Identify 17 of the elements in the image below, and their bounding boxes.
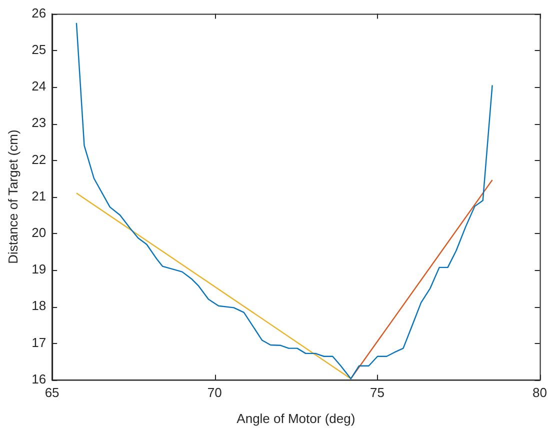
y-tick-label: 19 xyxy=(32,262,46,277)
y-tick-label: 18 xyxy=(32,298,46,314)
y-tick-label: 23 xyxy=(32,115,46,130)
x-tick-label: 70 xyxy=(207,385,222,400)
x-tick-label: 75 xyxy=(370,385,384,400)
y-tick-label: 16 xyxy=(32,371,46,386)
y-tick-label: 25 xyxy=(32,42,46,57)
y-tick-label: 17 xyxy=(32,334,46,350)
x-axis-title: Angle of Motor (deg) xyxy=(236,410,356,426)
y-axis-title: Distance of Target (cm) xyxy=(5,130,20,264)
x-tick-label: 80 xyxy=(532,385,548,400)
y-tick-label: 20 xyxy=(32,224,46,240)
x-tick-label: 65 xyxy=(44,385,60,400)
y-tick-label: 26 xyxy=(32,5,46,20)
y-tick-label: 21 xyxy=(32,188,46,204)
y-tick-label: 22 xyxy=(32,152,46,167)
y-tick-label: 24 xyxy=(32,78,46,94)
